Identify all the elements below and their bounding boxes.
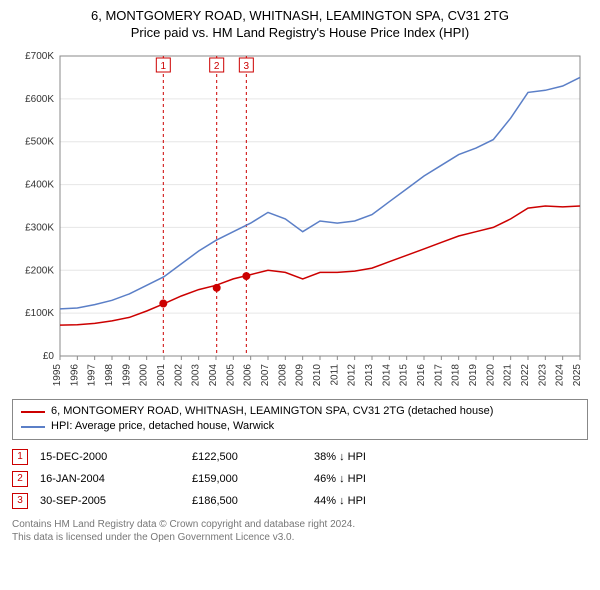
svg-text:2016: 2016 — [416, 364, 427, 387]
svg-text:£300K: £300K — [25, 222, 54, 233]
svg-text:2014: 2014 — [381, 364, 392, 387]
svg-text:2001: 2001 — [156, 364, 167, 387]
svg-text:2010: 2010 — [312, 364, 323, 387]
event-date: 15-DEC-2000 — [40, 451, 180, 463]
svg-text:2023: 2023 — [537, 364, 548, 387]
legend-label: HPI: Average price, detached house, Warw… — [51, 419, 274, 434]
svg-text:2008: 2008 — [277, 364, 288, 387]
svg-text:2021: 2021 — [503, 364, 514, 387]
event-price: £159,000 — [192, 473, 302, 485]
event-delta: 46% ↓ HPI — [314, 473, 424, 485]
svg-text:2003: 2003 — [191, 364, 202, 387]
svg-text:2012: 2012 — [347, 364, 358, 387]
event-date: 30-SEP-2005 — [40, 495, 180, 507]
svg-text:£700K: £700K — [25, 51, 54, 62]
svg-text:2017: 2017 — [433, 364, 444, 387]
legend-item: 6, MONTGOMERY ROAD, WHITNASH, LEAMINGTON… — [21, 404, 579, 419]
svg-text:£200K: £200K — [25, 265, 54, 276]
svg-text:2009: 2009 — [295, 364, 306, 387]
event-delta: 38% ↓ HPI — [314, 451, 424, 463]
svg-text:£500K: £500K — [25, 137, 54, 148]
chart-plot-area: £0 £100K £200K £300K £400K £500K £600K £700K 199… — [12, 48, 588, 393]
svg-text:2018: 2018 — [451, 364, 462, 387]
svg-text:2000: 2000 — [139, 364, 150, 387]
event-marker-1: 1 — [12, 449, 28, 465]
chart-subtitle: Price paid vs. HM Land Registry's House … — [12, 25, 588, 40]
svg-text:2: 2 — [214, 61, 220, 72]
svg-text:2015: 2015 — [399, 364, 410, 387]
event-delta: 44% ↓ HPI — [314, 495, 424, 507]
svg-text:2024: 2024 — [555, 364, 566, 387]
chart-title: 6, MONTGOMERY ROAD, WHITNASH, LEAMINGTON… — [12, 8, 588, 23]
svg-text:2020: 2020 — [485, 364, 496, 387]
footer-line: This data is licensed under the Open Gov… — [12, 531, 588, 544]
events-table: 1 15-DEC-2000 £122,500 38% ↓ HPI 2 16-JA… — [12, 446, 588, 512]
svg-text:£100K: £100K — [25, 308, 54, 319]
svg-text:1996: 1996 — [69, 364, 80, 387]
svg-text:2006: 2006 — [243, 364, 254, 387]
event-marker-2: 2 — [12, 471, 28, 487]
svg-text:2002: 2002 — [173, 364, 184, 387]
svg-text:1995: 1995 — [52, 364, 63, 387]
svg-text:2019: 2019 — [468, 364, 479, 387]
svg-text:£0: £0 — [43, 351, 55, 362]
legend-label: 6, MONTGOMERY ROAD, WHITNASH, LEAMINGTON… — [51, 404, 493, 419]
svg-text:£600K: £600K — [25, 94, 54, 105]
svg-text:2013: 2013 — [364, 364, 375, 387]
svg-text:2011: 2011 — [329, 364, 340, 386]
svg-text:2004: 2004 — [208, 364, 219, 387]
svg-text:£400K: £400K — [25, 180, 54, 191]
legend-swatch-hpi — [21, 426, 45, 428]
legend-item: HPI: Average price, detached house, Warw… — [21, 419, 579, 434]
event-price: £186,500 — [192, 495, 302, 507]
svg-text:2007: 2007 — [260, 364, 271, 387]
svg-text:2025: 2025 — [572, 364, 583, 387]
svg-text:1998: 1998 — [104, 364, 115, 387]
chart-container: 6, MONTGOMERY ROAD, WHITNASH, LEAMINGTON… — [0, 0, 600, 552]
event-date: 16-JAN-2004 — [40, 473, 180, 485]
legend-swatch-property — [21, 411, 45, 413]
event-price: £122,500 — [192, 451, 302, 463]
footer-attribution: Contains HM Land Registry data © Crown c… — [12, 518, 588, 544]
svg-text:3: 3 — [244, 61, 250, 72]
svg-text:2022: 2022 — [520, 364, 531, 387]
svg-text:2005: 2005 — [225, 364, 236, 387]
event-row: 3 30-SEP-2005 £186,500 44% ↓ HPI — [12, 490, 588, 512]
footer-line: Contains HM Land Registry data © Crown c… — [12, 518, 588, 531]
event-marker-3: 3 — [12, 493, 28, 509]
svg-text:1999: 1999 — [121, 364, 132, 387]
legend: 6, MONTGOMERY ROAD, WHITNASH, LEAMINGTON… — [12, 399, 588, 440]
line-chart-svg: £0 £100K £200K £300K £400K £500K £600K £700K 199… — [12, 48, 592, 388]
event-row: 1 15-DEC-2000 £122,500 38% ↓ HPI — [12, 446, 588, 468]
svg-text:1: 1 — [161, 61, 167, 72]
svg-text:1997: 1997 — [87, 364, 98, 387]
event-row: 2 16-JAN-2004 £159,000 46% ↓ HPI — [12, 468, 588, 490]
